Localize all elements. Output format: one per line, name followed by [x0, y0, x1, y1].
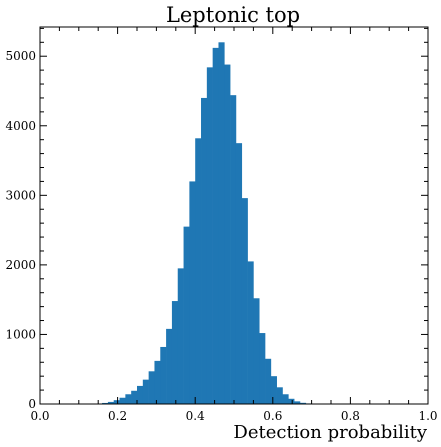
y-tick-label: 0 — [28, 397, 36, 411]
histogram-bar — [125, 394, 132, 404]
histogram-bar — [253, 298, 260, 404]
x-tick-labels: 0.0 0.2 0.4 0.6 0.8 1.0 — [30, 409, 437, 423]
histogram-bar — [265, 358, 272, 404]
histogram-bar — [171, 301, 179, 404]
histogram-bar — [189, 181, 196, 404]
histogram-bar — [137, 385, 144, 404]
histogram-bar — [113, 400, 120, 404]
histogram-bar — [131, 390, 138, 404]
histogram-bar — [166, 328, 173, 404]
histogram-bar — [270, 376, 277, 404]
y-tick-label: 4000 — [5, 119, 36, 133]
histogram-bar — [142, 379, 149, 404]
histogram-bar — [235, 143, 243, 404]
histogram-bar — [224, 64, 231, 404]
y-tick-labels: 0 1000 2000 3000 4000 5000 — [5, 49, 36, 411]
histogram-bar — [294, 401, 301, 404]
histogram-bar — [282, 394, 289, 404]
y-tick-label: 5000 — [5, 49, 36, 63]
y-tick-label: 1000 — [5, 327, 36, 341]
histogram-bar — [160, 346, 167, 404]
axis-ticks — [39, 27, 429, 405]
chart-title: Leptonic top — [166, 3, 300, 27]
y-tick-label: 3000 — [5, 188, 36, 202]
histogram-bar — [102, 402, 109, 404]
x-tick-label: 1.0 — [418, 409, 437, 423]
x-axis-label: Detection probability — [233, 422, 427, 443]
histogram-bar — [299, 402, 307, 404]
histogram-bar — [195, 138, 202, 405]
x-tick-label: 0.0 — [30, 409, 49, 423]
x-tick-label: 0.2 — [108, 409, 127, 423]
histogram-bar — [241, 198, 248, 404]
histogram-bar — [276, 387, 283, 404]
histogram-bar — [177, 268, 184, 404]
histogram-bar — [212, 47, 219, 404]
histogram-bar — [218, 42, 225, 404]
histogram-bars — [90, 42, 324, 405]
histogram-bar — [154, 360, 161, 404]
histogram-bar — [288, 398, 295, 404]
x-tick-label: 0.4 — [186, 409, 205, 423]
x-tick-label: 0.8 — [341, 409, 360, 423]
histogram-bar — [148, 371, 155, 404]
histogram-bar — [119, 397, 126, 404]
histogram-bar — [259, 333, 266, 404]
histogram-bar — [230, 95, 237, 405]
histogram-bar — [107, 401, 115, 404]
y-tick-label: 2000 — [5, 258, 36, 272]
histogram-bar — [201, 97, 208, 405]
histogram-bar — [206, 67, 213, 404]
histogram-bar — [183, 226, 190, 404]
histogram-bar — [247, 261, 254, 404]
plot-frame — [39, 26, 429, 405]
x-tick-label: 0.6 — [263, 409, 282, 423]
